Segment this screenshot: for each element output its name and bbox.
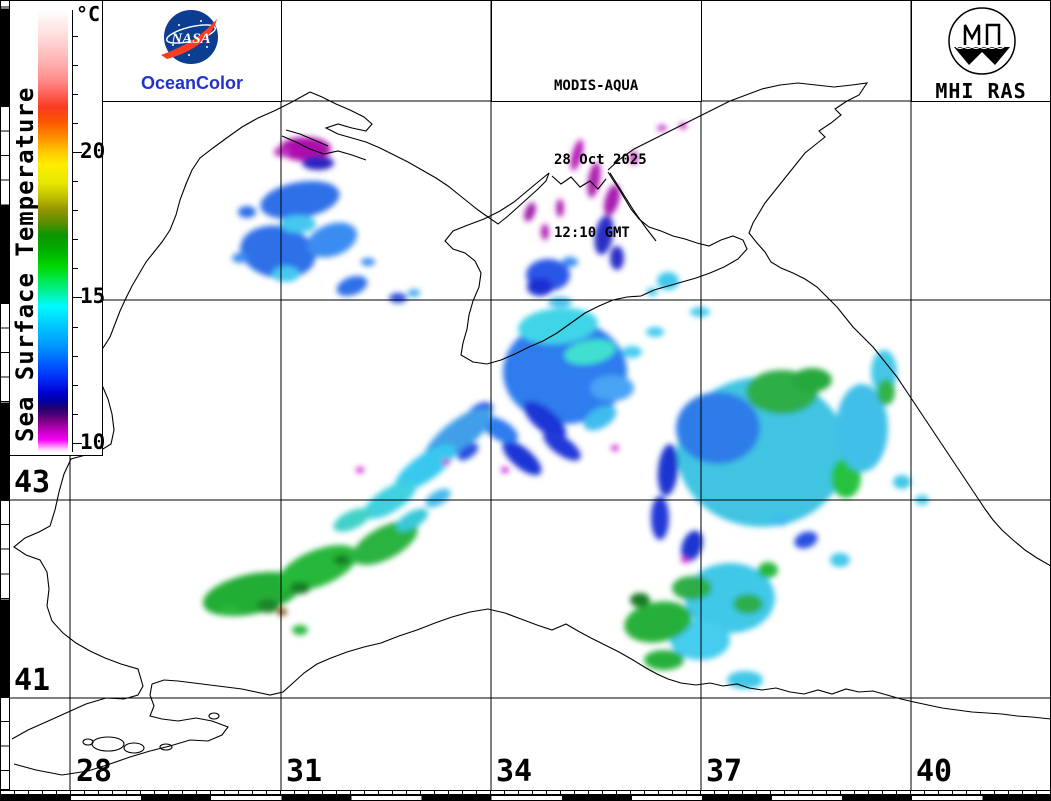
colorbar-gradient	[38, 10, 68, 452]
left-frame-ruler	[0, 0, 10, 790]
colorbar-minor-tick	[72, 385, 78, 386]
coastline-layer	[11, 82, 1051, 776]
colorbar-major-tick	[72, 152, 82, 153]
bottom-frame-ruler	[0, 790, 1051, 801]
sst-data-layer	[202, 123, 929, 689]
time-label: 12:10 GMT	[554, 225, 630, 241]
colorbar-minor-tick	[72, 356, 78, 357]
colorbar-minor-tick	[72, 94, 78, 95]
lon-label-40: 40	[916, 754, 953, 789]
nasa-oceancolor-box: NASA OceanColor	[102, 0, 282, 102]
colorbar-minor-tick	[72, 239, 78, 240]
bottom-ruler-bands	[0, 795, 1051, 801]
mhi-ras-box: MHI RAS	[911, 0, 1051, 103]
mhi-ras-logo-icon	[948, 7, 1016, 75]
lat-label-41: 41	[14, 663, 51, 698]
colorbar-major-tick	[72, 443, 82, 444]
colorbar-panel: °C 20 15 10 Sea Surface Temperature	[10, 0, 106, 456]
frame-top-border	[0, 0, 1051, 1]
colorbar-minor-tick	[72, 414, 78, 415]
mhi-ras-label: MHI RAS	[935, 79, 1027, 103]
oceancolor-label: OceanColor	[140, 73, 244, 93]
colorbar-tick-label: 15	[80, 284, 106, 308]
sensor-label: MODIS-AQUA	[554, 78, 639, 94]
colorbar-minor-tick	[72, 65, 78, 66]
colorbar-title: Sea Surface Temperature	[11, 86, 39, 442]
colorbar-major-tick	[72, 297, 82, 298]
svg-text:NASA: NASA	[170, 31, 210, 47]
lon-label-28: 28	[76, 754, 113, 789]
colorbar-minor-tick	[72, 123, 78, 124]
acquisition-text: MODIS-AQUA 28 Oct 2025 12:10 GMT	[554, 25, 647, 295]
acquisition-info-box: MODIS-AQUA 28 Oct 2025 12:10 GMT	[491, 0, 702, 241]
colorbar-minor-tick	[72, 36, 78, 37]
colorbar-unit-label: °C	[76, 2, 101, 26]
colorbar-tick-label: 10	[80, 430, 106, 454]
colorbar-axis	[72, 10, 73, 452]
colorbar-tick-label: 20	[80, 139, 106, 163]
nasa-logo-icon: NASA	[161, 10, 218, 64]
lon-label-31: 31	[286, 754, 323, 789]
colorbar-minor-tick	[72, 268, 78, 269]
colorbar-minor-tick	[72, 181, 78, 182]
lon-label-34: 34	[496, 754, 533, 789]
colorbar-minor-tick	[72, 327, 78, 328]
lat-label-43: 43	[14, 465, 51, 500]
lon-label-37: 37	[706, 754, 743, 789]
colorbar-minor-tick	[72, 210, 78, 211]
date-label: 28 Oct 2025	[554, 151, 647, 168]
